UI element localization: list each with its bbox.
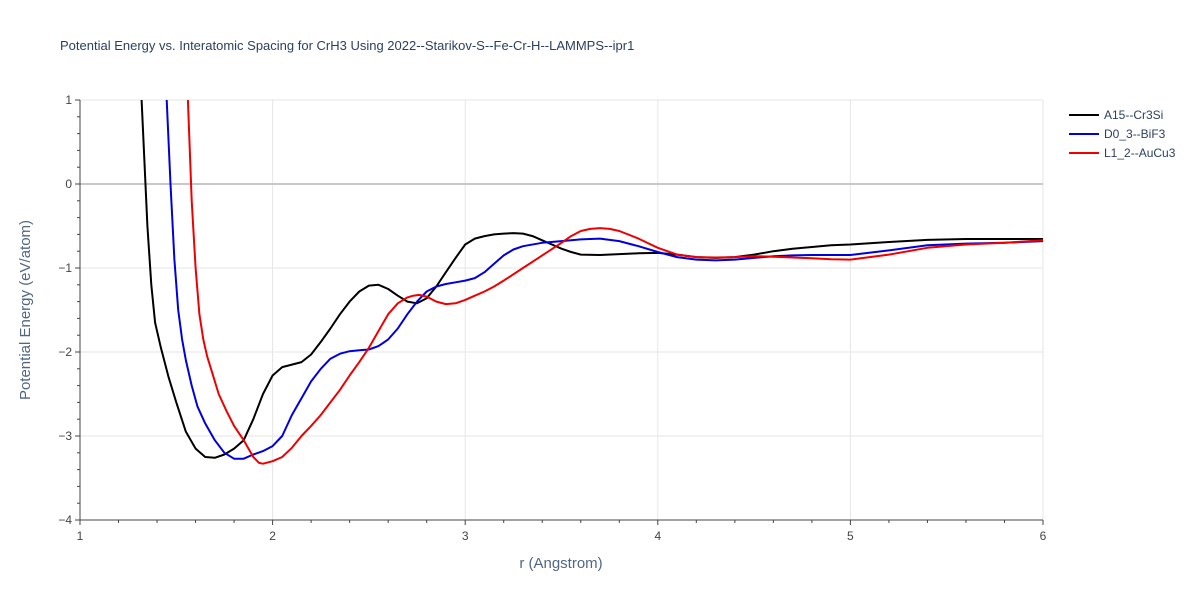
x-tick-label: 1	[77, 529, 84, 543]
x-axis-label: r (Angstrom)	[519, 555, 602, 572]
series-line-0	[140, 100, 1043, 459]
y-tick-label: 0	[65, 177, 72, 191]
y-tick-label: −2	[58, 345, 72, 359]
chart-title: Potential Energy vs. Interatomic Spacing…	[60, 38, 634, 53]
y-axis-label: Potential Energy (eV/atom)	[17, 220, 34, 400]
y-axis: 1 0 −1 −2 −3 −4	[58, 93, 81, 527]
x-tick-label: 4	[654, 529, 661, 543]
series-line-1	[165, 100, 1043, 460]
y-tick-label: 1	[65, 93, 72, 107]
x-axis: 1 2 3 4 5 6	[77, 519, 1047, 543]
series-lines	[140, 100, 1043, 465]
legend: A15--Cr3Si D0_3--BiF3 L1_2--AuCu3	[1069, 108, 1176, 160]
x-tick-label: 2	[269, 529, 276, 543]
series-line-2	[186, 100, 1043, 465]
x-tick-label: 5	[847, 529, 854, 543]
legend-label: A15--Cr3Si	[1104, 108, 1163, 122]
legend-label: D0_3--BiF3	[1104, 127, 1166, 141]
y-tick-label: −3	[58, 429, 72, 443]
y-tick-label: −4	[58, 513, 72, 527]
x-tick-label: 3	[462, 529, 469, 543]
legend-label: L1_2--AuCu3	[1104, 146, 1176, 160]
y-tick-label: −1	[58, 261, 72, 275]
grid	[80, 99, 1044, 520]
x-tick-label: 6	[1040, 529, 1047, 543]
